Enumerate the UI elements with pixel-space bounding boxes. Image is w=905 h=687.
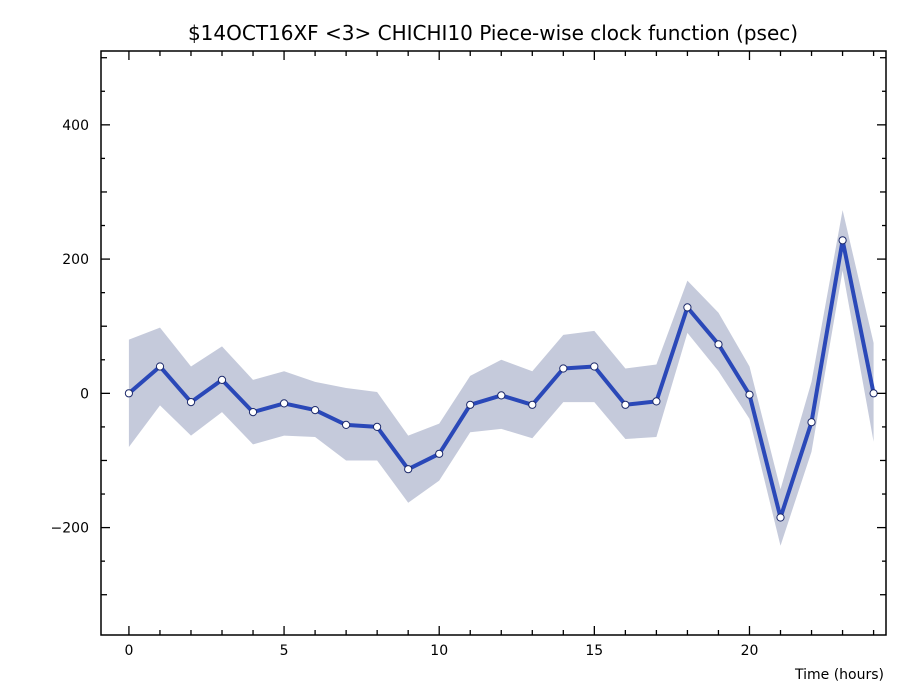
- data-point: [497, 391, 506, 400]
- chart-title: $14OCT16XF <3> CHICHI10 Piece-wise clock…: [188, 21, 798, 45]
- data-point: [776, 513, 785, 522]
- data-point: [280, 399, 289, 408]
- data-point: [373, 422, 382, 431]
- x-axis-label: Time (hours): [794, 667, 884, 683]
- x-tick-label: 15: [585, 643, 603, 659]
- y-tick-label: 200: [62, 252, 89, 268]
- x-tick-label: 5: [280, 643, 289, 659]
- data-point: [311, 406, 320, 415]
- data-point: [435, 449, 444, 458]
- y-tick-label: 400: [62, 118, 89, 134]
- series-markers: [124, 236, 878, 522]
- data-point: [621, 400, 630, 409]
- data-point: [869, 389, 878, 398]
- data-point: [404, 465, 413, 474]
- data-point: [683, 303, 692, 312]
- x-tick-label: 0: [124, 643, 133, 659]
- confidence-band: [128, 210, 874, 546]
- data-point: [186, 398, 196, 407]
- y-tick-label: 0: [80, 386, 89, 402]
- data-point: [466, 400, 475, 409]
- y-axis: −200 0 200 400: [51, 57, 886, 596]
- data-point: [559, 364, 568, 373]
- data-point: [342, 420, 351, 429]
- data-point: [528, 400, 537, 409]
- band-area: [128, 210, 874, 546]
- data-point: [248, 408, 258, 417]
- plot-frame: [100, 50, 887, 636]
- data-point: [745, 390, 754, 399]
- x-tick-label: 10: [430, 643, 448, 659]
- x-tick-label: 20: [741, 643, 759, 659]
- data-point: [652, 397, 661, 406]
- x-axis: 0 5 10 15 20: [124, 51, 875, 659]
- data-point: [217, 375, 227, 384]
- data-point: [714, 340, 723, 349]
- data-point: [807, 418, 816, 427]
- data-point: [124, 389, 133, 398]
- data-point: [155, 362, 165, 371]
- data-point: [590, 362, 599, 371]
- data-point: [838, 236, 847, 245]
- y-tick-label: −200: [51, 521, 89, 537]
